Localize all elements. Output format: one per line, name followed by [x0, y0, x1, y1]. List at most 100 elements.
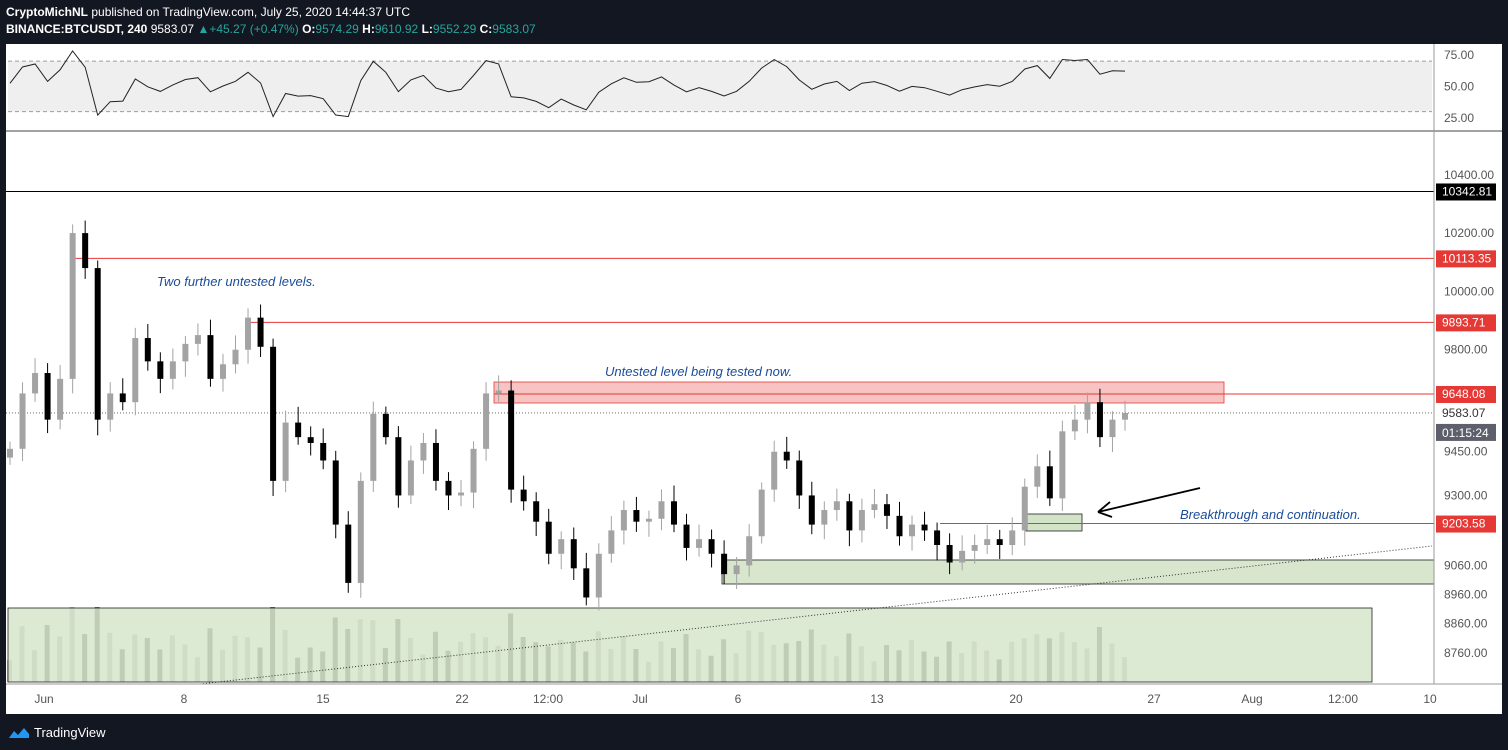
- candle[interactable]: [708, 539, 715, 554]
- candle[interactable]: [645, 518, 652, 522]
- candle[interactable]: [182, 343, 189, 362]
- candle[interactable]: [395, 437, 402, 496]
- candle[interactable]: [107, 393, 114, 420]
- candle[interactable]: [696, 539, 703, 548]
- candle[interactable]: [971, 545, 978, 551]
- candle[interactable]: [1084, 402, 1091, 420]
- candle[interactable]: [520, 489, 527, 502]
- candle[interactable]: [620, 510, 627, 531]
- candle[interactable]: [432, 442, 439, 481]
- candle[interactable]: [946, 545, 953, 563]
- candle[interactable]: [1096, 402, 1103, 438]
- candle[interactable]: [570, 539, 577, 569]
- candle[interactable]: [245, 317, 252, 350]
- candle[interactable]: [934, 530, 941, 545]
- candle[interactable]: [332, 460, 339, 525]
- chart-area[interactable]: Two further untested levels. Untested lev…: [0, 42, 1508, 715]
- candle[interactable]: [1109, 419, 1116, 438]
- candle[interactable]: [595, 553, 602, 598]
- candle[interactable]: [1009, 530, 1016, 545]
- level-price-badge[interactable]: [1436, 314, 1496, 332]
- candle[interactable]: [1059, 431, 1066, 499]
- candle[interactable]: [1046, 466, 1053, 499]
- candle[interactable]: [683, 524, 690, 548]
- candle[interactable]: [458, 492, 465, 496]
- candle[interactable]: [483, 393, 490, 449]
- candle[interactable]: [1071, 419, 1078, 432]
- candle[interactable]: [896, 515, 903, 537]
- candle[interactable]: [495, 390, 502, 394]
- candle[interactable]: [996, 539, 1003, 545]
- candle[interactable]: [758, 489, 765, 537]
- candle[interactable]: [1021, 486, 1028, 531]
- axes[interactable]: 10400.00 10200.00 10000.00 9800.00 9450.00 93…: [34, 48, 1496, 706]
- candle[interactable]: [295, 422, 302, 438]
- candle[interactable]: [783, 451, 790, 461]
- candle[interactable]: [921, 524, 928, 531]
- candle[interactable]: [821, 510, 828, 525]
- candle[interactable]: [984, 539, 991, 545]
- candle[interactable]: [32, 373, 39, 394]
- candle[interactable]: [583, 568, 590, 598]
- candle[interactable]: [746, 536, 753, 566]
- candle[interactable]: [808, 495, 815, 525]
- candle[interactable]: [44, 373, 51, 420]
- candle[interactable]: [846, 501, 853, 531]
- rsi-panel[interactable]: [8, 50, 1432, 118]
- level-price-badge[interactable]: [1436, 385, 1496, 403]
- candle[interactable]: [345, 524, 352, 583]
- candle[interactable]: [157, 361, 164, 379]
- candle[interactable]: [194, 335, 201, 344]
- candle[interactable]: [871, 504, 878, 511]
- candle[interactable]: [445, 480, 452, 496]
- symbol-label[interactable]: BINANCE:BTCUSDT, 240: [6, 22, 148, 36]
- candle[interactable]: [94, 268, 101, 420]
- candle[interactable]: [219, 364, 226, 379]
- candle[interactable]: [883, 504, 890, 516]
- rsi-line[interactable]: [9, 50, 1126, 118]
- candle[interactable]: [82, 233, 89, 269]
- candle[interactable]: [370, 413, 377, 481]
- candle[interactable]: [771, 451, 778, 490]
- horizontal-levels[interactable]: [6, 190, 1434, 525]
- candle[interactable]: [533, 501, 540, 522]
- candle[interactable]: [19, 393, 26, 449]
- candle[interactable]: [470, 448, 477, 493]
- candle[interactable]: [721, 553, 728, 575]
- candle[interactable]: [959, 550, 966, 563]
- candle[interactable]: [796, 460, 803, 496]
- candle[interactable]: [420, 442, 427, 461]
- candle[interactable]: [282, 422, 289, 481]
- candle[interactable]: [320, 442, 327, 461]
- brand-name[interactable]: TradingView: [34, 725, 106, 740]
- tradingview-logo-icon[interactable]: [8, 726, 30, 740]
- candle[interactable]: [608, 530, 615, 554]
- candle[interactable]: [307, 437, 314, 443]
- candles[interactable]: [7, 220, 1128, 611]
- candle[interactable]: [270, 346, 277, 481]
- candle[interactable]: [69, 233, 76, 379]
- candle[interactable]: [858, 510, 865, 531]
- candle[interactable]: [207, 335, 214, 379]
- candle[interactable]: [833, 501, 840, 511]
- candle[interactable]: [232, 349, 239, 365]
- level-price-badge[interactable]: [1436, 515, 1496, 533]
- candle[interactable]: [909, 524, 916, 537]
- candle[interactable]: [407, 460, 414, 496]
- candle[interactable]: [257, 317, 264, 347]
- level-price-badge[interactable]: [1436, 183, 1496, 201]
- candle[interactable]: [658, 501, 665, 519]
- candle[interactable]: [1034, 466, 1041, 487]
- candle[interactable]: [144, 338, 151, 362]
- candle[interactable]: [57, 378, 64, 420]
- candle[interactable]: [545, 521, 552, 554]
- candle[interactable]: [7, 448, 13, 458]
- candle[interactable]: [119, 393, 126, 403]
- candle[interactable]: [132, 338, 139, 403]
- level-price-badge[interactable]: [1436, 250, 1496, 268]
- candle[interactable]: [357, 480, 364, 583]
- candle[interactable]: [508, 390, 515, 490]
- candle[interactable]: [1122, 412, 1128, 420]
- candle[interactable]: [733, 565, 740, 575]
- candle[interactable]: [169, 361, 176, 379]
